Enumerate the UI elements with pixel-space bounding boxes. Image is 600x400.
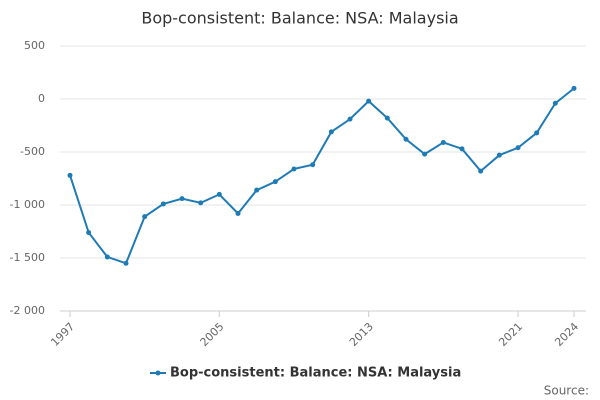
data-point [254,187,260,193]
data-point [291,166,297,172]
data-point [422,151,428,157]
data-point [403,136,409,142]
source: Source: [544,384,589,398]
data-point [86,230,92,236]
data-point [571,85,577,91]
legend-marker [155,370,161,376]
data-point [459,146,465,152]
y-tick-label: -500 [20,145,45,158]
data-point [310,162,316,168]
data-point [366,98,372,104]
data-point [235,210,241,216]
y-tick-label: -2 000 [10,304,45,317]
chart-title: Bop-consistent: Balance: NSA: Malaysia [141,9,458,28]
data-point [384,115,390,121]
data-point [496,152,502,158]
data-point [272,179,278,185]
data-point [123,260,129,266]
data-point [347,116,353,122]
y-tick-label: -1 500 [10,251,45,264]
data-point [328,129,334,135]
x-tick-label: 1997 [48,320,77,349]
series-line [69,87,575,265]
data-point [216,191,222,197]
x-tick-label: 2013 [347,320,376,349]
data-point [198,200,204,206]
data-point [534,130,540,136]
data-point [160,201,166,207]
x-tick-label: 2024 [552,320,581,349]
data-point [440,139,446,145]
x-tick-label: 2021 [496,320,525,349]
data-point [104,254,110,260]
data-point [67,172,73,178]
data-point [179,196,185,202]
legend-label: Bop-consistent: Balance: NSA: Malaysia [170,366,461,381]
data-point [478,168,484,174]
data-point [552,100,558,106]
y-tick-label: 0 [38,92,45,105]
data-point [142,214,148,220]
data-point [515,145,521,151]
y-tick-label: -1 000 [10,198,45,211]
x-tick-label: 2005 [198,320,227,349]
y-tick-label: 500 [24,39,45,52]
